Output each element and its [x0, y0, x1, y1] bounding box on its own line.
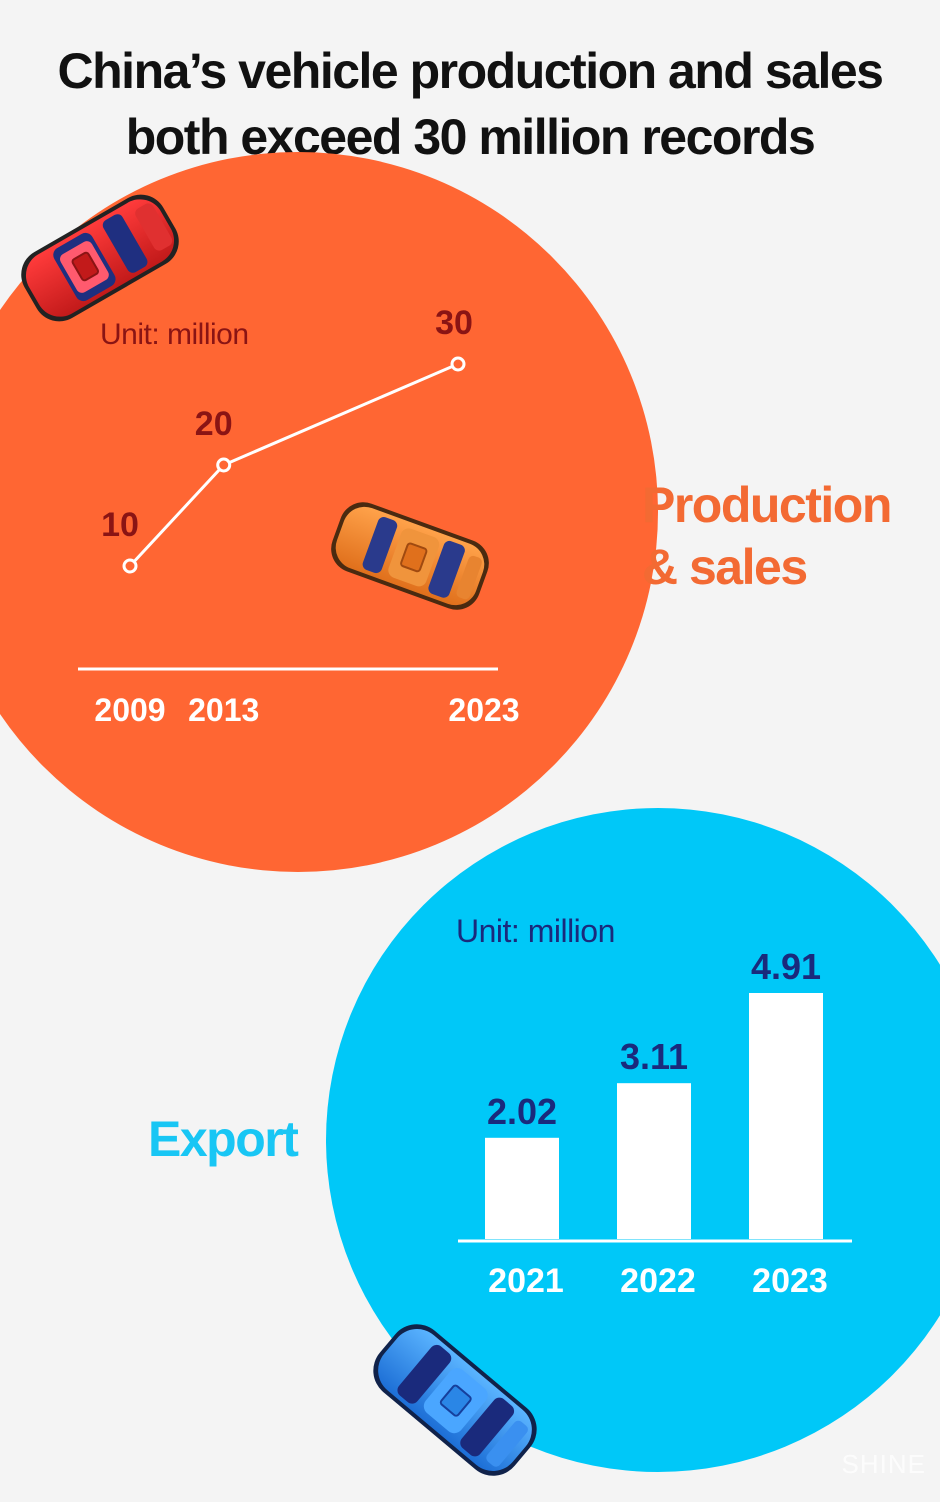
line-data-label-2009: 10 — [101, 506, 139, 544]
export-label: Export — [148, 1111, 299, 1167]
bar-tick-label-2021: 2021 — [488, 1262, 564, 1300]
bar-unit-label: Unit: million — [456, 913, 615, 949]
line-data-label-2023: 30 — [435, 304, 473, 342]
production-label-line-1: Production — [642, 477, 892, 533]
shine-watermark: SHINE — [841, 1449, 926, 1479]
blue-car-icon — [373, 1324, 537, 1476]
line-point-2009 — [122, 558, 138, 574]
page-title: China’s vehicle production and sales bot… — [0, 38, 940, 170]
line-point-2013 — [216, 457, 232, 473]
production-sales-label: Production & sales — [642, 474, 932, 598]
bar-tick-label-2022: 2022 — [620, 1262, 696, 1300]
production-label-line-2: & sales — [642, 539, 808, 595]
bar-data-label-2021: 2.02 — [487, 1091, 557, 1132]
bar-2022 — [617, 1083, 691, 1239]
bar-tick-label-2023: 2023 — [752, 1262, 828, 1300]
bar-data-label-2022: 3.11 — [620, 1036, 688, 1077]
bar-2021 — [485, 1137, 559, 1239]
line-unit-label: Unit: million — [100, 318, 249, 351]
red-car-icon — [21, 194, 179, 322]
bar-2023 — [749, 993, 823, 1239]
production-circle — [0, 152, 658, 872]
line-data-label-2013: 20 — [195, 405, 233, 443]
production-line-chart: Unit: million 10 20 30 2009 2013 2023 — [78, 304, 520, 728]
title-line-2: both exceed 30 million records — [125, 109, 816, 165]
bar-data-label-2023: 4.91 — [751, 946, 821, 987]
export-bar-chart: Unit: million 2.02 3.11 4.91 2021 2022 2023 — [456, 913, 852, 1300]
line-point-2023 — [450, 356, 466, 372]
title-line-1: China’s vehicle production and sales — [57, 43, 884, 99]
orange-car-icon — [331, 502, 489, 610]
line-tick-label-2023: 2023 — [448, 692, 519, 728]
line-tick-label-2013: 2013 — [188, 692, 259, 728]
line-tick-label-2009: 2009 — [94, 692, 165, 728]
